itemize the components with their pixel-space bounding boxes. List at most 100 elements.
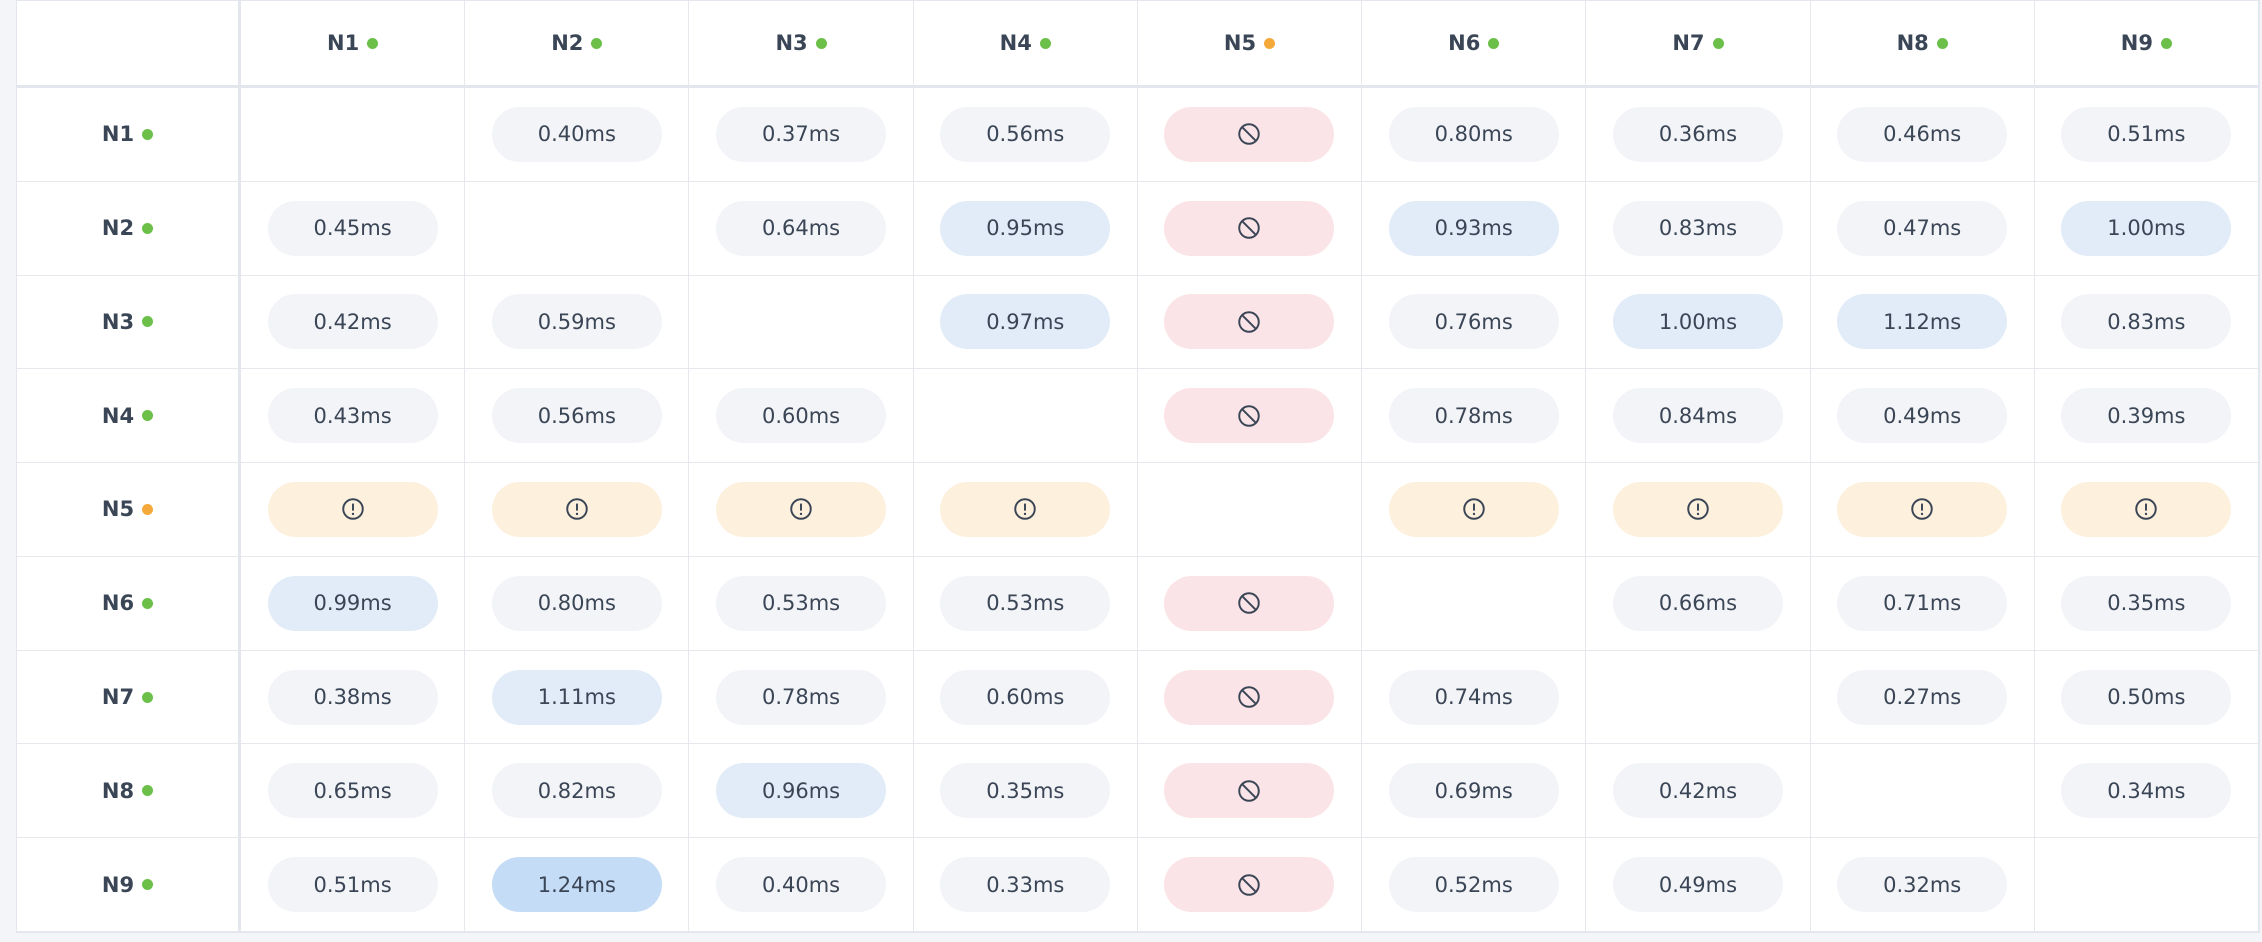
latency-pill: 0.69ms [1388, 763, 1559, 819]
column-header: N9 [2034, 1, 2259, 88]
latency-pill: 0.40ms [491, 106, 662, 162]
latency-pill: 0.83ms [1612, 200, 1783, 256]
node-name: N1 [327, 31, 360, 55]
latency-pill: 0.47ms [1837, 200, 2008, 256]
matrix-cell [1137, 838, 1363, 932]
node-name: N5 [101, 497, 135, 522]
matrix-cell: 0.99ms [241, 556, 466, 651]
matrix-cell: 0.60ms [689, 369, 914, 464]
matrix-cell [1362, 556, 1587, 651]
matrix-cell: 0.34ms [2034, 744, 2259, 839]
matrix-cell [1137, 744, 1363, 839]
node-label: N2 [101, 216, 154, 241]
latency-pill: 0.46ms [1837, 106, 2008, 162]
latency-pill: 0.56ms [491, 388, 662, 444]
blocked-pill [1164, 669, 1335, 725]
status-dot [367, 37, 379, 49]
matrix-cell: 0.76ms [1362, 275, 1587, 370]
matrix-cell: 0.51ms [2034, 88, 2259, 182]
blocked-icon [1238, 592, 1261, 614]
latency-pill: 0.42ms [1612, 763, 1783, 819]
matrix-cell: 1.24ms [465, 838, 690, 932]
matrix-cell: 0.56ms [465, 369, 690, 464]
column-header: N7 [1586, 1, 1811, 88]
blocked-icon [1238, 873, 1261, 896]
row-header: N1 [17, 88, 241, 182]
warning-icon [1687, 498, 1709, 521]
matrix-cell: 0.38ms [241, 650, 466, 745]
matrix-cell: 0.39ms [2034, 369, 2259, 464]
warning-icon [1014, 498, 1036, 521]
latency-pill: 0.56ms [940, 106, 1111, 162]
matrix-cell: 0.33ms [913, 838, 1138, 932]
column-header: N4 [913, 1, 1138, 88]
latency-pill: 0.80ms [491, 575, 662, 631]
node-label: N3 [775, 31, 827, 55]
latency-pill: 0.51ms [2061, 106, 2232, 162]
node-label: N9 [102, 873, 154, 897]
matrix-cell: 0.42ms [241, 275, 466, 370]
status-dot [142, 879, 154, 891]
matrix-cell: 0.42ms [1586, 744, 1811, 839]
node-name: N5 [1223, 31, 1257, 55]
blocked-pill [1164, 857, 1335, 913]
column-header: N3 [689, 1, 914, 88]
matrix-cell: 0.53ms [689, 556, 914, 651]
status-dot [142, 785, 154, 797]
latency-pill: 0.64ms [716, 200, 887, 256]
matrix-cell: 0.37ms [689, 88, 914, 182]
node-label: N5 [1223, 31, 1276, 55]
node-name: N3 [101, 309, 135, 334]
matrix-cell: 0.46ms [1810, 88, 2035, 182]
status-dot [142, 597, 154, 609]
matrix-cell: 0.78ms [689, 650, 914, 745]
matrix-cell: 0.49ms [1810, 369, 2035, 464]
warning-icon [2135, 498, 2158, 521]
latency-pill: 0.33ms [940, 857, 1111, 913]
matrix-cell: 0.65ms [241, 744, 466, 839]
matrix-cell: 0.36ms [1586, 88, 1811, 182]
status-dot [142, 691, 154, 703]
matrix-cell: 0.64ms [689, 181, 914, 276]
warning-icon [1462, 498, 1485, 521]
matrix-cell: 0.40ms [689, 838, 914, 932]
column-header: N8 [1810, 1, 2035, 88]
matrix-cell: 0.93ms [1362, 181, 1587, 276]
node-name: N6 [1448, 31, 1481, 55]
blocked-pill [1164, 200, 1335, 256]
latency-pill: 0.71ms [1837, 575, 2008, 631]
matrix-cell: 0.69ms [1362, 744, 1587, 839]
matrix-cell: 0.56ms [913, 88, 1138, 182]
matrix-cell [241, 463, 466, 557]
matrix-cell [1586, 463, 1811, 557]
matrix-cell [2034, 463, 2259, 557]
matrix-cell: 0.95ms [913, 181, 1138, 276]
matrix-cell: 0.27ms [1810, 650, 2035, 745]
node-name: N1 [101, 122, 135, 147]
matrix-cell [1362, 463, 1587, 557]
node-label: N6 [102, 591, 154, 615]
row-header: N5 [17, 463, 241, 557]
node-name: N2 [101, 216, 135, 241]
node-label: N4 [102, 404, 154, 428]
latency-pill: 0.50ms [2061, 669, 2232, 725]
blocked-pill [1164, 575, 1335, 631]
latency-pill: 0.78ms [1388, 388, 1559, 444]
latency-pill: 0.83ms [2061, 294, 2232, 350]
column-header: N5 [1137, 1, 1363, 88]
latency-pill: 0.39ms [2061, 388, 2232, 444]
warning-pill [491, 481, 662, 537]
latency-pill: 0.51ms [267, 857, 438, 913]
latency-pill: 0.97ms [940, 294, 1111, 350]
latency-pill: 0.96ms [716, 763, 887, 819]
node-label: N1 [327, 31, 379, 55]
latency-pill: 0.76ms [1388, 294, 1559, 350]
node-name: N7 [1672, 31, 1705, 55]
matrix-cell: 0.47ms [1810, 181, 2035, 276]
latency-pill: 0.78ms [716, 669, 887, 725]
warning-pill [940, 481, 1111, 537]
matrix-cell: 0.51ms [241, 838, 466, 932]
warning-pill [2061, 481, 2232, 537]
blocked-icon [1238, 123, 1261, 146]
